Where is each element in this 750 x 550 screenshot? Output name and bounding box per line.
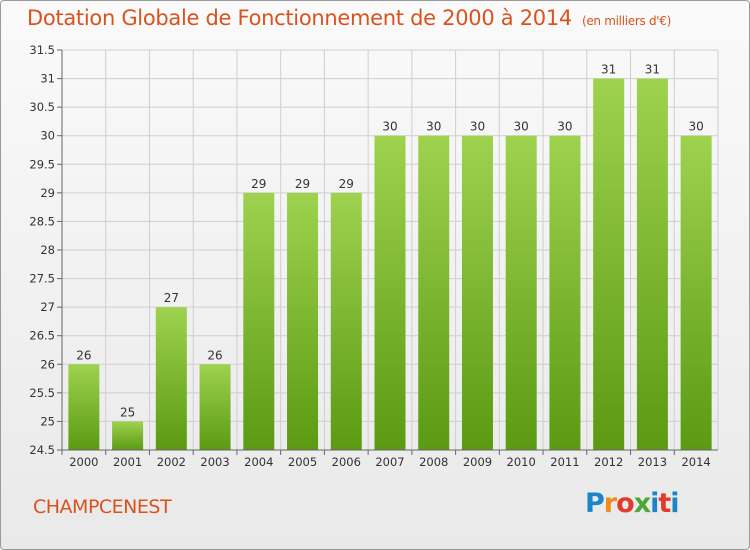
y-tick-label: 24.5: [29, 443, 55, 457]
x-tick-label: 2006: [332, 455, 361, 469]
data-label-2000: 26: [76, 348, 91, 362]
data-label-2002: 27: [164, 291, 179, 305]
x-tick-label: 2012: [594, 455, 623, 469]
x-tick-label: 2001: [113, 455, 142, 469]
y-tick-label: 28.5: [29, 214, 55, 228]
data-label-2008: 30: [426, 120, 441, 134]
bar-2002: [155, 307, 187, 450]
x-tick-label: 2007: [375, 455, 404, 469]
bar-2008: [418, 135, 450, 450]
logo-letter: t: [658, 488, 671, 519]
logo-letter: o: [616, 488, 635, 519]
y-tick-label: 31: [40, 72, 55, 86]
data-label-2013: 31: [645, 63, 660, 77]
y-tick-label: 30: [40, 129, 55, 143]
bar-2007: [374, 135, 406, 450]
chart-subtitle: (en milliers d'€): [581, 14, 671, 28]
y-tick-label: 28: [40, 243, 55, 257]
logo-letter: i: [670, 488, 679, 519]
bar-2009: [461, 135, 493, 450]
bar-2004: [243, 192, 275, 450]
x-tick-label: 2010: [507, 455, 536, 469]
x-tick-label: 2004: [244, 455, 273, 469]
logo-letter: P: [585, 488, 605, 519]
x-tick-label: 2011: [550, 455, 579, 469]
bar-2012: [593, 78, 625, 451]
data-label-2003: 26: [207, 348, 222, 362]
bar-2001: [112, 421, 144, 450]
y-tick-label: 31.5: [29, 43, 55, 57]
x-tick-label: 2008: [419, 455, 448, 469]
bar-2010: [505, 135, 537, 450]
x-tick-label: 2000: [69, 455, 98, 469]
data-label-2006: 29: [339, 177, 354, 191]
x-tick-label: 2013: [638, 455, 667, 469]
y-tick-label: 26: [40, 357, 55, 371]
chart-title: Dotation Globale de Fonctionnement de 20…: [27, 6, 671, 30]
data-label-2011: 30: [557, 120, 572, 134]
data-label-2004: 29: [251, 177, 266, 191]
y-tick-label: 25.5: [29, 386, 55, 400]
y-tick-label: 30.5: [29, 100, 55, 114]
y-tick-label: 26.5: [29, 329, 55, 343]
proxiti-logo: Proxiti: [585, 488, 680, 519]
x-tick-label: 2005: [288, 455, 317, 469]
town-name: CHAMPCENEST: [33, 496, 172, 518]
bars-group: 26 25 27 26 29 29 29 30 30 30 30 30 31 31 30: [68, 63, 712, 451]
x-tick-label: 2014: [681, 455, 710, 469]
logo-letter: x: [633, 488, 651, 519]
data-label-2009: 30: [470, 120, 485, 134]
data-label-2005: 29: [295, 177, 310, 191]
data-label-2014: 30: [688, 120, 703, 134]
x-tick-label: 2003: [200, 455, 229, 469]
data-label-2012: 31: [601, 63, 616, 77]
data-label-2010: 30: [514, 120, 529, 134]
y-tick-label: 27: [40, 300, 55, 314]
y-tick-label: 27.5: [29, 272, 55, 286]
logo-letter: r: [603, 488, 617, 519]
bar-2011: [549, 135, 581, 450]
y-tick-label: 29: [40, 186, 55, 200]
bar-2005: [287, 192, 319, 450]
logo-letter: i: [650, 488, 659, 519]
y-tick-label: 25: [40, 414, 55, 428]
data-label-2001: 25: [120, 405, 135, 419]
bar-2000: [68, 364, 100, 450]
axes-group: 24.5 25 25.5 26 26.5 27 27.5 28 28.5 29 29.5 30 30.5…: [29, 43, 718, 469]
y-tick-label: 29.5: [29, 157, 55, 171]
x-tick-label: 2002: [157, 455, 186, 469]
data-label-2007: 30: [382, 120, 397, 134]
bar-2006: [330, 192, 362, 450]
bar-2003: [199, 364, 231, 450]
x-tick-label: 2009: [463, 455, 492, 469]
bar-2014: [680, 135, 712, 450]
chart-title-text: Dotation Globale de Fonctionnement de 20…: [27, 6, 572, 30]
bar-2013: [636, 78, 668, 451]
